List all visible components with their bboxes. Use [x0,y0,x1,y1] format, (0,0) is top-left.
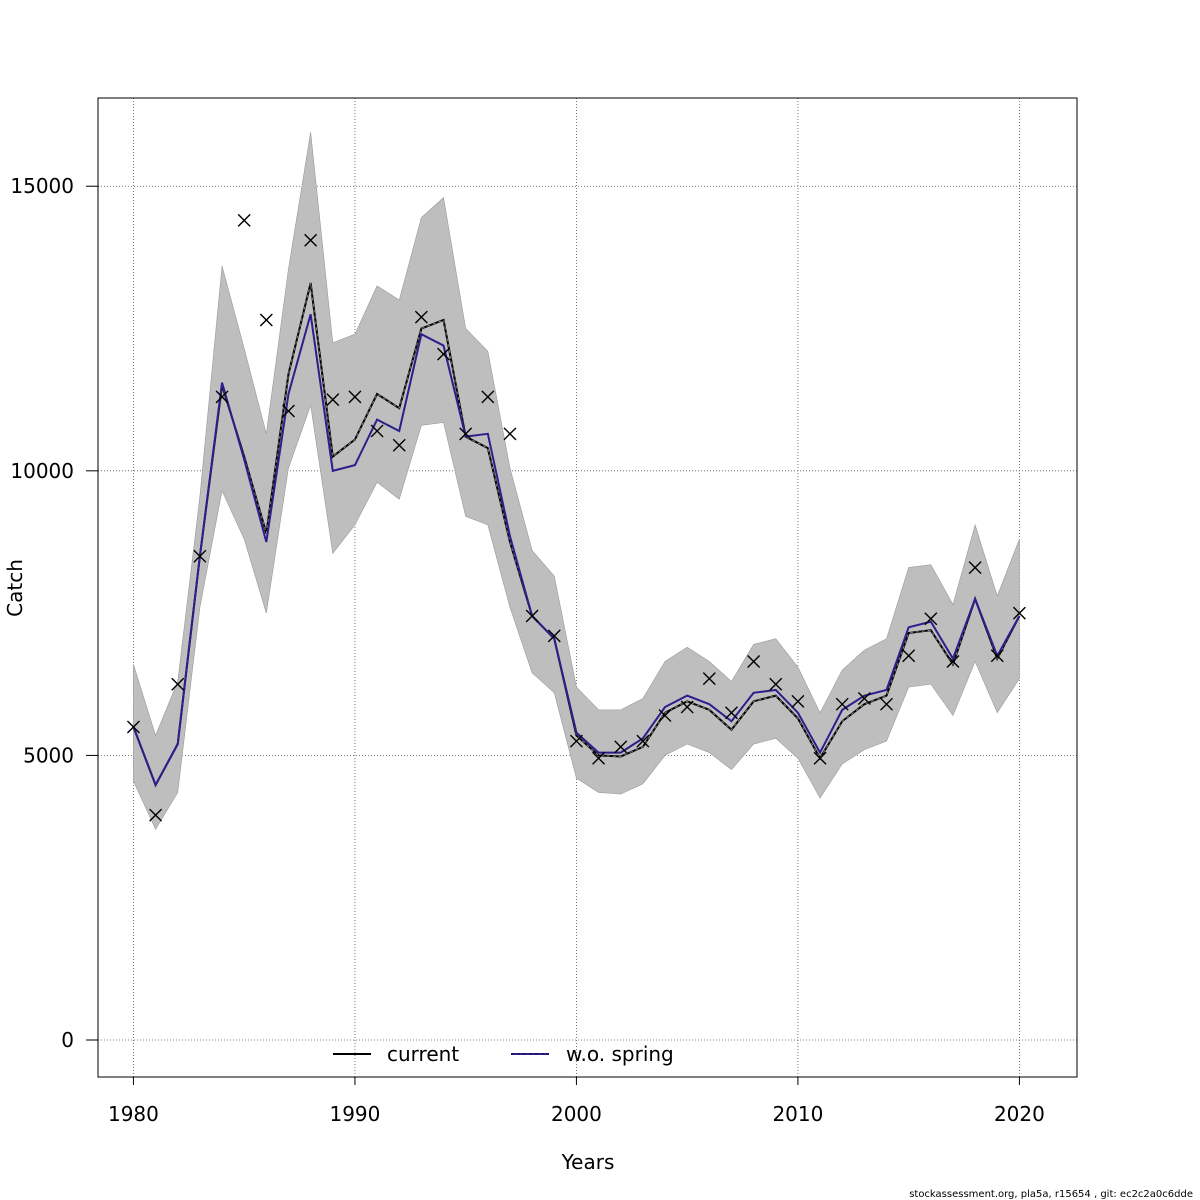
observed-point [702,672,716,686]
observed-point [924,612,938,626]
axes: 1980 1990 2000 2010 2020 0 5000 10000 15000 [10,174,1044,1126]
observed-point [459,427,473,441]
observed-point [769,677,783,691]
x-axis-title: Years [561,1150,615,1174]
plot-frame [97,97,1078,1078]
observed-point [370,424,384,438]
observed-point [968,561,982,575]
x-tick-label: 1980 [108,1102,159,1126]
y-axis-title: Catch [3,559,27,617]
observed-point [747,654,761,668]
observed-points [126,213,1026,822]
observed-point [880,697,894,711]
observed-point [658,709,672,723]
observed-point [636,734,650,748]
observed-point [237,213,251,227]
confidence-band [133,132,1020,831]
observed-point [193,549,207,563]
y-tick-label: 0 [61,1028,74,1052]
observed-point [525,609,539,623]
observed-point [414,310,428,324]
observed-point [791,694,805,708]
observed-point [215,390,229,404]
observed-point [592,751,606,765]
x-tick-label: 2000 [551,1102,602,1126]
observed-point [392,438,406,452]
x-tick-label: 2020 [994,1102,1045,1126]
observed-point [724,706,738,720]
observed-point [680,700,694,714]
observed-point [902,649,916,663]
observed-point [304,233,318,247]
series-line-wo-spring [132,314,1021,788]
y-tick-label: 10000 [10,459,74,483]
series-line-current-dash [133,282,1020,787]
observed-point [990,649,1004,663]
observed-point [281,404,295,418]
observed-point [857,691,871,705]
series-lines [132,282,1021,788]
observed-point [946,654,960,668]
observed-point [149,808,163,822]
y-tick-label: 15000 [10,174,74,198]
footer-text: stockassessment.org, pla5a, r15654 , git… [909,1189,1193,1200]
x-tick-label: 1990 [329,1102,380,1126]
x-tick-label: 2010 [772,1102,823,1126]
observed-point [503,427,517,441]
confidence-band-area [133,132,1020,831]
observed-point [835,697,849,711]
observed-point [1012,606,1026,620]
legend-label-current: current [387,1042,459,1066]
observed-point [569,734,583,748]
observed-point [126,720,140,734]
observed-point [171,677,185,691]
observed-point [259,313,273,327]
observed-point [326,393,340,407]
legend: current w.o. spring [333,1042,674,1066]
observed-point [813,751,827,765]
observed-point [437,347,451,361]
observed-point [614,740,628,754]
observed-point [348,390,362,404]
observed-point [547,629,561,643]
y-tick-label: 5000 [23,743,74,767]
observed-point [481,390,495,404]
legend-label-wo-spring: w.o. spring [566,1042,674,1066]
